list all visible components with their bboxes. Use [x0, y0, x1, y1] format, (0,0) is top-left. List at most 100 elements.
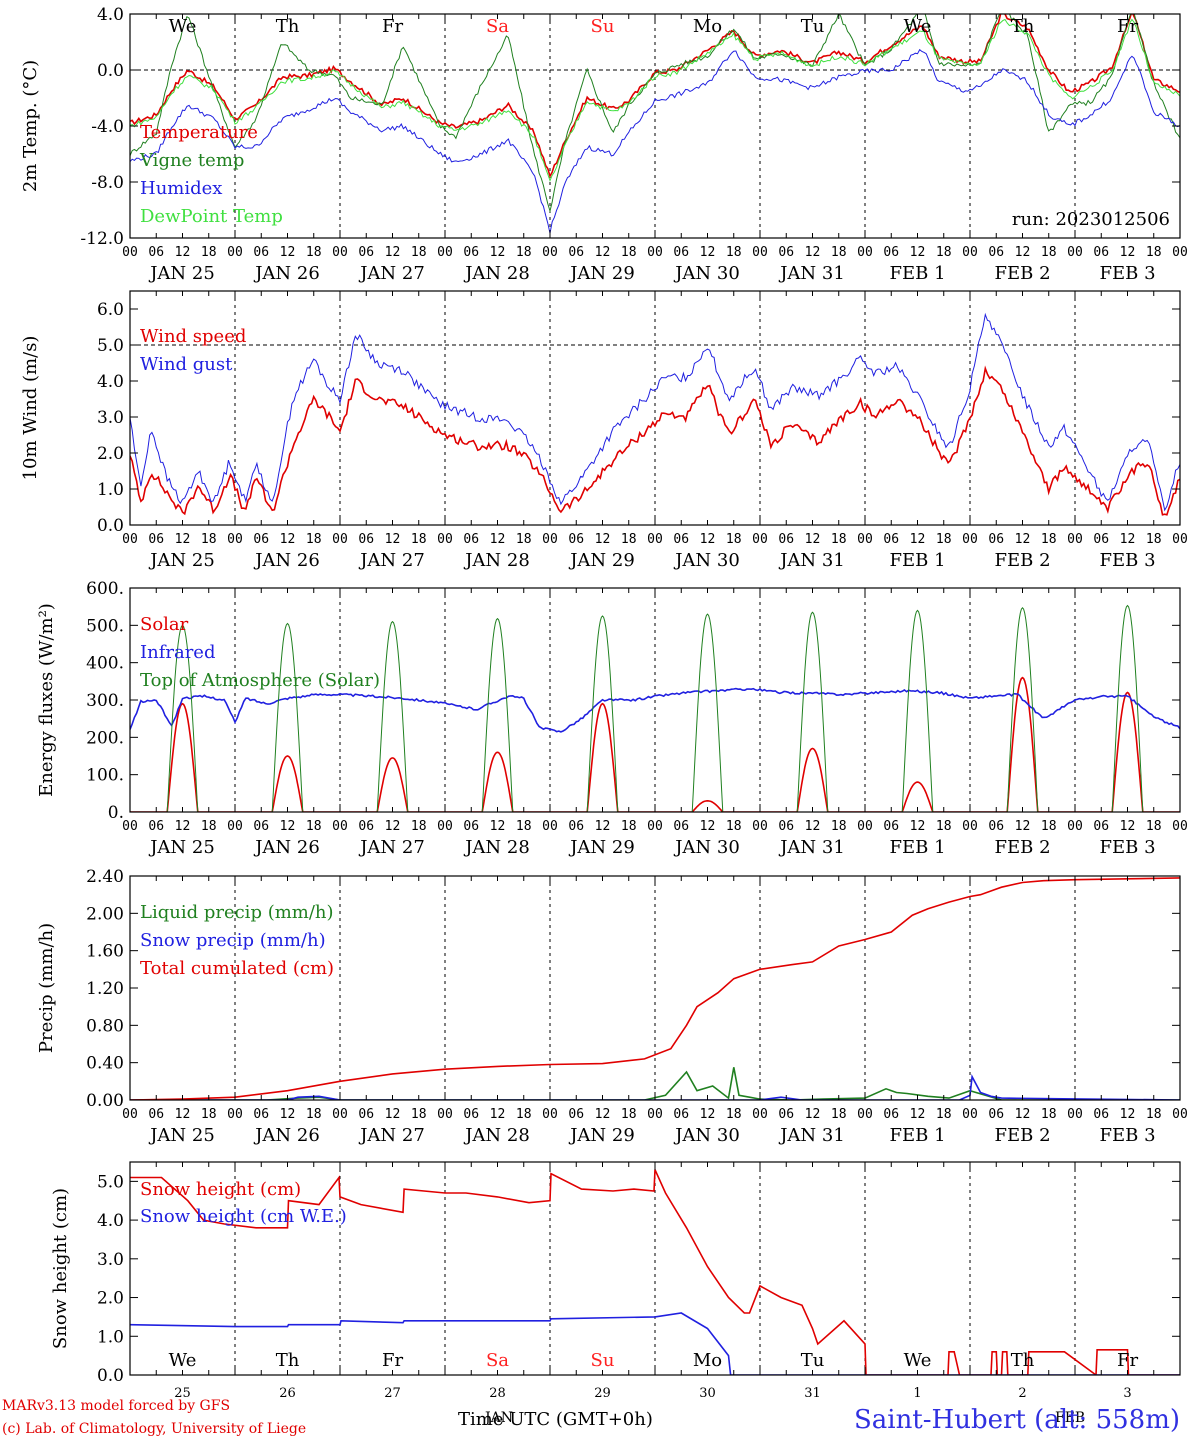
hour-tick-label: 18	[726, 819, 742, 834]
hour-tick-label: 00	[752, 819, 768, 834]
day-tick-label: JAN 29	[568, 1125, 635, 1146]
day-tick-label: JAN 28	[463, 263, 530, 284]
hour-tick-label: 00	[542, 819, 558, 834]
hour-tick-label: 00	[857, 532, 873, 547]
day-tick-label: JAN 29	[568, 550, 635, 571]
weekday-label: Fr	[1117, 1350, 1138, 1371]
hour-tick-label: 00	[332, 819, 348, 834]
y-tick-label: 100.	[86, 766, 124, 786]
weekday-label: Fr	[382, 1350, 403, 1371]
series-line-snow-precip-mm-h-	[130, 1074, 1180, 1100]
hour-tick-label: 12	[175, 532, 191, 547]
hour-tick-label: 06	[988, 1107, 1004, 1122]
hour-tick-label: 12	[175, 1107, 191, 1122]
run-annotation: run: 2023012506	[1012, 209, 1170, 230]
weekday-label: Tu	[801, 16, 825, 37]
time-axis-label: Time UTC (GMT+0h)	[458, 1409, 653, 1430]
hour-tick-label: 18	[516, 532, 532, 547]
series-line-infrared	[130, 687, 1180, 733]
hour-tick-label: 18	[831, 819, 847, 834]
weekday-label: Fr	[1117, 16, 1138, 37]
series-line-total-cumulated-cm-	[130, 877, 1180, 1100]
day-tick-label: JAN 25	[148, 550, 215, 571]
day-tick-label: FEB 1	[889, 1125, 945, 1146]
series-line-wind-gust	[130, 312, 1180, 512]
hour-tick-label: 12	[1120, 245, 1136, 260]
day-number-label: 28	[489, 1386, 506, 1401]
day-tick-label: JAN 31	[778, 263, 845, 284]
hour-tick-label: 00	[1067, 1107, 1083, 1122]
series-line-liquid-precip-mm-h-	[130, 1067, 1180, 1100]
day-tick-label: JAN 25	[148, 1125, 215, 1146]
y-tick-label: 5.0	[97, 1172, 124, 1192]
day-tick-label: JAN 25	[148, 837, 215, 858]
hour-tick-label: 12	[595, 1107, 611, 1122]
weekday-label: Mo	[693, 1350, 722, 1371]
hour-tick-label: 06	[358, 1107, 374, 1122]
hour-tick-label: 06	[568, 532, 584, 547]
y-tick-label: 200.	[86, 728, 124, 748]
hour-tick-label: 18	[1146, 245, 1162, 260]
hour-tick-label: 18	[831, 532, 847, 547]
hour-tick-label: 18	[621, 1107, 637, 1122]
hour-tick-label: 00	[122, 819, 138, 834]
hour-tick-label: 00	[227, 1107, 243, 1122]
hour-tick-label: 00	[647, 819, 663, 834]
weekday-label: Th	[276, 16, 300, 37]
series-line-humidex	[130, 48, 1180, 234]
day-number-label: 30	[699, 1386, 716, 1401]
hour-tick-label: 06	[148, 245, 164, 260]
series-line-snow-height-cm-w-e-	[130, 1312, 1180, 1375]
hour-tick-label: 12	[700, 245, 716, 260]
day-tick-label: JAN 30	[673, 550, 740, 571]
day-number-label: 1	[913, 1386, 921, 1401]
hour-tick-label: 18	[1041, 819, 1057, 834]
day-tick-label: FEB 3	[1099, 263, 1155, 284]
day-tick-label: JAN 31	[778, 550, 845, 571]
hour-tick-label: 18	[621, 245, 637, 260]
hour-tick-label: 18	[306, 819, 322, 834]
day-tick-label: FEB 1	[889, 550, 945, 571]
hour-tick-label: 18	[726, 245, 742, 260]
weekday-label: We	[169, 16, 197, 37]
day-tick-label: JAN 31	[778, 1125, 845, 1146]
hour-tick-label: 06	[568, 1107, 584, 1122]
hour-tick-label: 00	[857, 245, 873, 260]
hour-tick-label: 12	[910, 532, 926, 547]
hour-tick-label: 06	[358, 532, 374, 547]
hour-tick-label: 00	[1172, 1107, 1188, 1122]
hour-tick-label: 18	[201, 532, 217, 547]
hour-tick-label: 18	[306, 532, 322, 547]
hour-tick-label: 12	[280, 532, 296, 547]
hour-tick-label: 12	[490, 1107, 506, 1122]
legend-entry: Humidex	[140, 178, 222, 199]
hour-tick-label: 12	[1015, 819, 1031, 834]
hour-tick-label: 00	[542, 245, 558, 260]
hour-tick-label: 12	[595, 245, 611, 260]
weekday-label: We	[904, 16, 932, 37]
hour-tick-label: 06	[988, 532, 1004, 547]
day-number-label: 31	[804, 1386, 821, 1401]
hour-tick-label: 06	[358, 245, 374, 260]
day-tick-label: FEB 2	[994, 550, 1050, 571]
hour-tick-label: 12	[805, 819, 821, 834]
y-tick-label: 1.0	[97, 480, 124, 500]
hour-tick-label: 18	[831, 1107, 847, 1122]
hour-tick-label: 12	[490, 819, 506, 834]
hour-tick-label: 00	[962, 532, 978, 547]
model-credit: MARv3.13 model forced by GFS	[2, 1398, 230, 1414]
day-tick-label: FEB 3	[1099, 837, 1155, 858]
y-tick-label: 2.0	[97, 444, 124, 464]
hour-tick-label: 12	[910, 1107, 926, 1122]
hour-tick-label: 18	[516, 1107, 532, 1122]
weekday-label: Th	[1011, 16, 1035, 37]
day-tick-label: JAN 28	[463, 1125, 530, 1146]
hour-tick-label: 06	[778, 819, 794, 834]
legend-entry: Infrared	[140, 642, 215, 663]
weekday-label: Su	[591, 16, 615, 37]
y-axis-label: 2m Temp. (°C)	[20, 60, 41, 192]
y-tick-label: 4.0	[97, 372, 124, 392]
hour-tick-label: 00	[1067, 532, 1083, 547]
lab-credit: (c) Lab. of Climatology, University of L…	[2, 1421, 306, 1437]
y-tick-label: 6.0	[97, 300, 124, 320]
